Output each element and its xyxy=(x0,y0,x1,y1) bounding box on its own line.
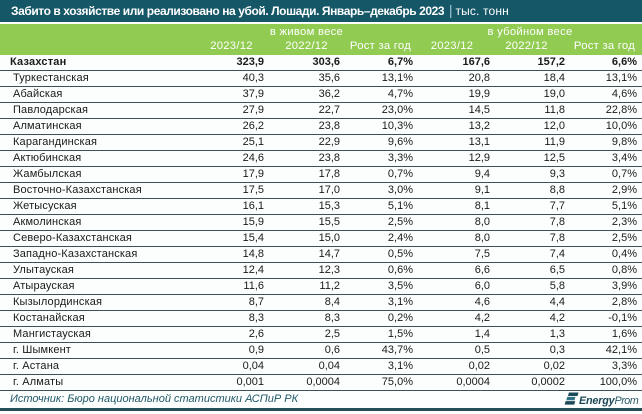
svg-text:Prom: Prom xyxy=(615,395,639,407)
svg-text:Energy: Energy xyxy=(579,395,616,407)
